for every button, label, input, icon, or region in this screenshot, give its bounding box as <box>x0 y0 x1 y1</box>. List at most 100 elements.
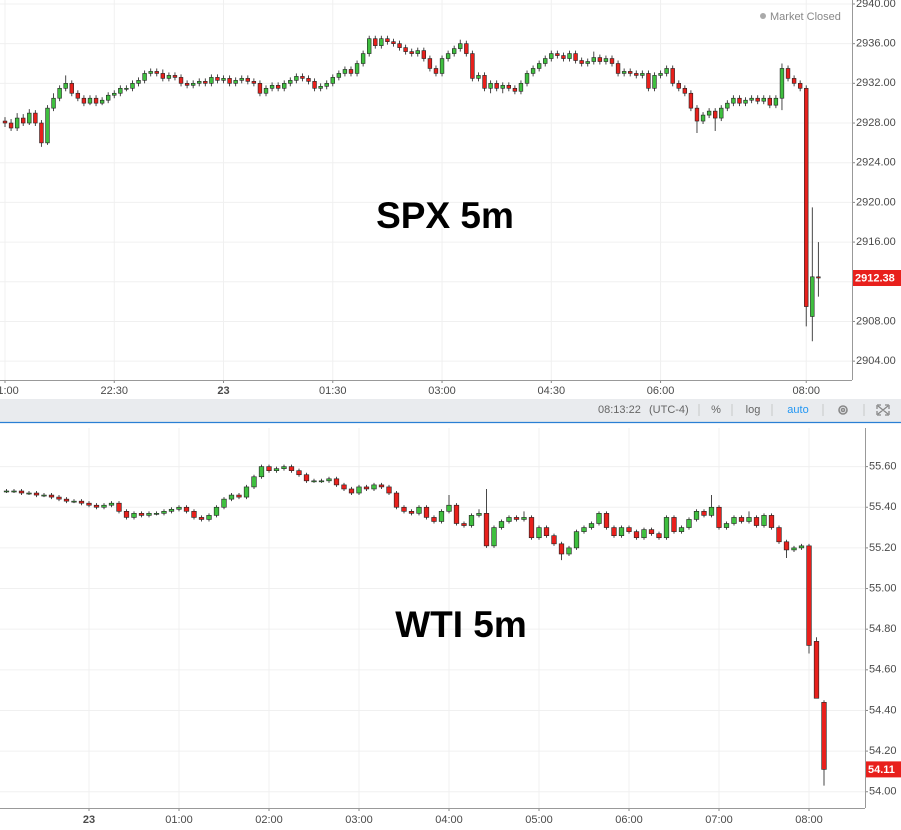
candle-body <box>142 73 147 81</box>
candle-body <box>761 515 767 526</box>
candle-body <box>93 504 100 508</box>
candle-body <box>57 88 62 99</box>
candle-body <box>611 527 617 537</box>
market-status: Market Closed <box>770 11 841 23</box>
candle-body <box>227 78 232 84</box>
candle-body <box>561 55 566 59</box>
candle-body <box>693 511 700 520</box>
candle-body <box>694 107 700 122</box>
y-tick-label: 2920.00 <box>856 196 896 208</box>
y-tick-label: 2904.00 <box>856 355 896 367</box>
candle-body <box>464 43 469 54</box>
candle-body <box>671 517 677 532</box>
percent-button[interactable]: % <box>711 404 721 416</box>
candle-body <box>804 88 809 307</box>
candle-body <box>2 120 8 124</box>
candle-body <box>761 97 766 102</box>
candle-body <box>783 541 790 551</box>
auto-button[interactable]: auto <box>787 404 808 416</box>
candle-body <box>131 513 137 518</box>
x-tick-label: 06:00 <box>647 385 675 397</box>
candle-body <box>603 58 609 62</box>
candle-body <box>558 543 565 555</box>
candle-body <box>579 60 584 64</box>
candle-body <box>118 88 123 94</box>
candle-body <box>87 97 93 104</box>
candle-body <box>228 494 235 500</box>
candle-body <box>213 506 220 516</box>
candle-body <box>11 490 17 493</box>
candle-body <box>749 97 754 101</box>
candle-body <box>453 504 460 524</box>
candle-body <box>86 502 92 506</box>
candle-body <box>312 81 317 89</box>
candle-body <box>530 68 536 74</box>
candle-body <box>628 71 633 74</box>
candle-body <box>670 68 675 84</box>
x-tick-label: 21:00 <box>0 385 19 397</box>
candle-body <box>567 53 572 59</box>
candle-body <box>190 83 196 86</box>
y-tick-label: 54.40 <box>869 704 897 716</box>
candle-body <box>386 486 392 494</box>
x-tick-label: 02:00 <box>255 814 283 826</box>
candle-body <box>275 85 281 89</box>
candle-body <box>506 517 512 522</box>
candle-body <box>458 43 463 49</box>
candle-body <box>378 484 385 488</box>
candle-body <box>27 112 32 124</box>
candle-body <box>385 38 390 42</box>
candle-body <box>233 80 238 84</box>
candle-body <box>581 527 587 532</box>
candle-body <box>676 83 681 89</box>
candle-body <box>461 523 467 526</box>
candle-body <box>506 85 511 89</box>
candle-body <box>373 38 378 46</box>
candle-body <box>273 468 280 471</box>
candle-body <box>101 504 107 508</box>
candle-body <box>99 99 105 104</box>
candle-body <box>482 75 487 89</box>
candle-body <box>585 61 590 64</box>
candle-body <box>446 504 452 512</box>
candle-body <box>239 78 244 81</box>
candle-body <box>356 486 362 494</box>
candle-body <box>609 58 615 64</box>
candle-body <box>603 513 610 528</box>
y-tick-label: 2936.00 <box>856 38 896 50</box>
candle-body <box>197 81 202 84</box>
candle-body <box>555 53 560 56</box>
candle-body <box>300 76 305 79</box>
y-tick-label: 54.60 <box>869 664 897 676</box>
fullscreen-icon[interactable] <box>876 404 890 416</box>
log-button[interactable]: log <box>746 404 761 416</box>
y-tick-label: 2916.00 <box>856 236 896 248</box>
candle-body <box>318 86 323 89</box>
candle-body <box>596 513 602 524</box>
candle-body <box>549 53 554 59</box>
candle-body <box>591 57 596 62</box>
candle-body <box>336 73 342 78</box>
candle-body <box>26 492 32 495</box>
candle-body <box>513 517 520 520</box>
candle-body <box>634 73 639 76</box>
candle-body <box>257 83 263 94</box>
candle-body <box>648 529 655 534</box>
candle-body <box>494 83 499 89</box>
y-tick-label: 2940.00 <box>856 0 896 10</box>
candle-body <box>521 517 527 520</box>
settings-icon[interactable] <box>838 405 848 415</box>
candle-body <box>146 513 152 516</box>
candle-body <box>306 78 311 82</box>
candle-body <box>755 97 760 102</box>
candle-body <box>551 535 557 545</box>
candle-body <box>618 527 625 537</box>
candle-body <box>391 41 396 44</box>
candle-body <box>168 508 175 512</box>
candle-body <box>18 490 25 494</box>
chart-title: SPX 5m <box>376 195 514 236</box>
candle-body <box>116 502 122 512</box>
candle-body <box>183 506 190 512</box>
candle-body <box>342 69 348 74</box>
y-tick-label: 54.80 <box>869 623 897 635</box>
